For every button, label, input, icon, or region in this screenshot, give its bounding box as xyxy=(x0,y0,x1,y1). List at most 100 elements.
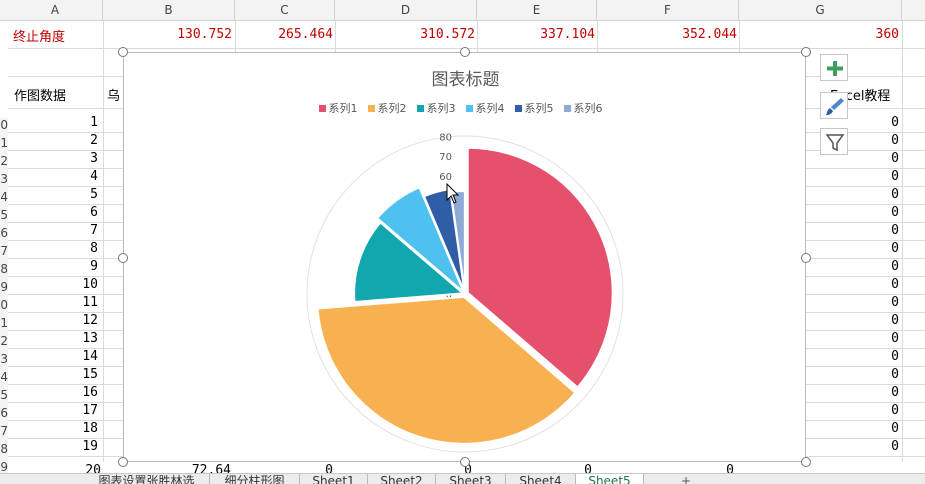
sheet-tab-sheet2[interactable]: Sheet2 xyxy=(368,474,436,484)
legend-item[interactable]: 系列3 xyxy=(416,102,456,115)
cell-d1[interactable]: 310.572 xyxy=(420,27,475,42)
cell-g-value[interactable]: 0 xyxy=(891,205,899,220)
legend-item[interactable]: 系列6 xyxy=(563,102,603,115)
column-header-f[interactable]: F xyxy=(597,0,739,21)
cell-g-value[interactable]: 0 xyxy=(891,295,899,310)
cell-a-value[interactable]: 19 xyxy=(82,439,98,454)
cell-e-partial[interactable]: 0 xyxy=(584,463,592,478)
sheet-tab-sheet4[interactable]: Sheet4 xyxy=(506,474,576,484)
cell-a-value[interactable]: 18 xyxy=(82,421,98,436)
row-number[interactable]: 2 xyxy=(0,154,8,172)
cell-a-value[interactable]: 12 xyxy=(82,313,98,328)
sheet-tab-1[interactable]: 图表设置张胜林选 xyxy=(84,474,210,484)
cell-g-value[interactable]: 0 xyxy=(891,277,899,292)
row-number[interactable]: 8 xyxy=(0,262,8,280)
row-number[interactable]: 6 xyxy=(0,226,8,244)
column-header-b[interactable]: B xyxy=(103,0,235,21)
row-number[interactable]: 4 xyxy=(0,370,8,388)
cell-a-value[interactable]: 15 xyxy=(82,367,98,382)
cell-g-value[interactable]: 0 xyxy=(891,421,899,436)
cell-g-value[interactable]: 0 xyxy=(891,385,899,400)
row-number[interactable]: 7 xyxy=(0,424,8,442)
cell-a3-header[interactable]: 作图数据 xyxy=(14,89,67,104)
cell-g-value[interactable]: 0 xyxy=(891,331,899,346)
cell-g-value[interactable]: 0 xyxy=(891,313,899,328)
cell-b1[interactable]: 130.752 xyxy=(177,27,232,42)
chart-filters-button[interactable] xyxy=(820,128,848,155)
row-number[interactable]: 0 xyxy=(0,298,8,316)
cell-a1-label[interactable]: 终止角度 xyxy=(13,30,66,45)
row-number[interactable]: 5 xyxy=(0,208,8,226)
resize-handle-middle-left[interactable] xyxy=(118,253,128,263)
cell-c-partial[interactable]: 0 xyxy=(325,463,333,478)
chart-legend[interactable]: 系列1 系列2 系列3 系列4 系列5 系列6 xyxy=(124,100,807,116)
cell-g-value[interactable]: 0 xyxy=(891,367,899,382)
cell-g-value[interactable]: 0 xyxy=(891,187,899,202)
column-header-a[interactable]: A xyxy=(8,0,103,21)
column-header-g[interactable]: G xyxy=(739,0,902,21)
row-number[interactable]: 3 xyxy=(0,172,8,190)
row-number[interactable]: 8 xyxy=(0,442,8,460)
row-number[interactable]: 0 xyxy=(0,118,8,136)
cell-a-value[interactable]: 10 xyxy=(82,277,98,292)
cell-f1[interactable]: 352.044 xyxy=(682,27,737,42)
cell-g-value[interactable]: 0 xyxy=(891,223,899,238)
cell-a-value[interactable]: 8 xyxy=(90,241,98,256)
cell-a-value[interactable]: 1 xyxy=(90,115,98,130)
resize-handle-bottom-middle[interactable] xyxy=(460,457,470,467)
cell-a-value[interactable]: 9 xyxy=(90,259,98,274)
legend-item[interactable]: 系列5 xyxy=(514,102,554,115)
chart-styles-button[interactable] xyxy=(820,92,848,119)
sheet-tab-sheet1[interactable]: Sheet1 xyxy=(300,474,368,484)
cell-g-value[interactable]: 0 xyxy=(891,169,899,184)
cell-a-value[interactable]: 16 xyxy=(82,385,98,400)
pie-chart[interactable]: 01020304050607080 xyxy=(124,53,807,463)
cell-g-value[interactable]: 0 xyxy=(891,403,899,418)
cell-g-value[interactable]: 0 xyxy=(891,349,899,364)
row-number[interactable]: 9 xyxy=(0,460,8,478)
cell-e1[interactable]: 337.104 xyxy=(540,27,595,42)
column-header-e[interactable]: E xyxy=(477,0,597,21)
cell-g-value[interactable]: 0 xyxy=(891,133,899,148)
cell-a-value[interactable]: 2 xyxy=(90,133,98,148)
resize-handle-middle-right[interactable] xyxy=(801,253,811,263)
cell-a-value[interactable]: 17 xyxy=(82,403,98,418)
row-number[interactable]: 4 xyxy=(0,190,8,208)
row-number[interactable]: 1 xyxy=(0,316,8,334)
cell-a-value[interactable]: 14 xyxy=(82,349,98,364)
cell-b3-header[interactable]: 乌 xyxy=(107,89,121,104)
cell-g1[interactable]: 360 xyxy=(875,27,899,42)
column-header-d[interactable]: D xyxy=(335,0,477,21)
row-number[interactable]: 2 xyxy=(0,334,8,352)
row-number[interactable]: 7 xyxy=(0,244,8,262)
cell-f-partial[interactable]: 0 xyxy=(726,463,734,478)
cell-g-value[interactable]: 0 xyxy=(891,115,899,130)
cell-g-value[interactable]: 0 xyxy=(891,439,899,454)
resize-handle-bottom-right[interactable] xyxy=(801,457,811,467)
legend-item[interactable]: 系列1 xyxy=(318,102,358,115)
legend-item[interactable]: 系列4 xyxy=(465,102,505,115)
cell-a-value[interactable]: 5 xyxy=(90,187,98,202)
cell-d-partial[interactable]: 0 xyxy=(464,463,472,478)
resize-handle-top-left[interactable] xyxy=(118,47,128,57)
cell-c1[interactable]: 265.464 xyxy=(278,27,333,42)
row-number[interactable]: 5 xyxy=(0,388,8,406)
cell-a-value[interactable]: 4 xyxy=(90,169,98,184)
row-number[interactable]: 6 xyxy=(0,406,8,424)
cell-g-value[interactable]: 0 xyxy=(891,259,899,274)
resize-handle-top-right[interactable] xyxy=(801,47,811,57)
cell-g-value[interactable]: 0 xyxy=(891,151,899,166)
chart-title[interactable]: 图表标题 xyxy=(431,70,500,90)
row-number[interactable]: 9 xyxy=(0,280,8,298)
cell-g-value[interactable]: 0 xyxy=(891,241,899,256)
chart-elements-button[interactable] xyxy=(820,54,848,81)
resize-handle-top-middle[interactable] xyxy=(460,47,470,57)
sheet-tab-sheet3[interactable]: Sheet3 xyxy=(436,474,506,484)
cell-a-value[interactable]: 3 xyxy=(90,151,98,166)
resize-handle-bottom-left[interactable] xyxy=(118,457,128,467)
column-header-c[interactable]: C xyxy=(235,0,335,21)
cell-a-value[interactable]: 13 xyxy=(82,331,98,346)
add-sheet-button[interactable]: + xyxy=(680,474,692,484)
cell-a-value[interactable]: 6 xyxy=(90,205,98,220)
